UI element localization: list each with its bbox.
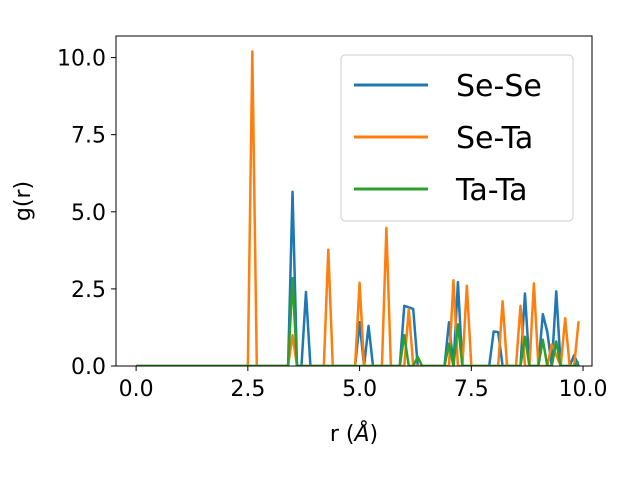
series-line-se-se — [136, 190, 580, 366]
legend: Se-Se Se-Ta Ta-Ta — [340, 54, 574, 222]
y-tick-label: 2.5 — [71, 278, 106, 303]
series-layer — [136, 50, 580, 366]
x-tick-label: 7.5 — [454, 377, 489, 402]
y-axis-label: g(r) — [11, 181, 36, 221]
x-tick-label: 5.0 — [342, 377, 377, 402]
y-tick-label: 5.0 — [71, 201, 106, 226]
legend-label-se-ta: Se-Ta — [456, 121, 533, 156]
series-line-se-ta — [136, 50, 580, 366]
y-tick-label: 10.0 — [57, 47, 106, 72]
series-line-ta-ta — [136, 276, 580, 366]
x-tick-label: 10.0 — [559, 377, 608, 402]
legend-frame — [340, 54, 574, 222]
x-axis-label: r (Å) — [330, 420, 378, 447]
x-tick-label: 0.0 — [119, 377, 154, 402]
ticks-layer: 0.0 2.5 5.0 7.5 10.0 0.0 2.5 5.0 7.5 10.0 — [57, 47, 608, 402]
plot-frame — [115, 35, 593, 367]
x-tick-label: 2.5 — [230, 377, 265, 402]
legend-label-se-se: Se-Se — [456, 69, 542, 104]
x-axis-unit: Å — [352, 420, 369, 447]
y-tick-label: 7.5 — [71, 124, 106, 149]
legend-label-ta-ta: Ta-Ta — [455, 173, 528, 208]
y-tick-label: 0.0 — [71, 355, 106, 380]
